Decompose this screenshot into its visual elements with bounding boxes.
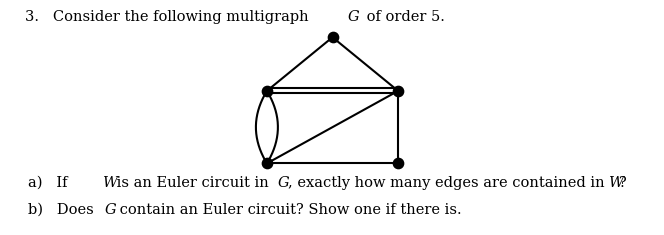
Point	[262, 89, 272, 93]
Point	[327, 35, 338, 39]
Point	[393, 161, 404, 165]
Text: is an Euler circuit in: is an Euler circuit in	[112, 176, 274, 190]
Text: G: G	[105, 203, 117, 217]
Text: 3.   Consider the following multigraph: 3. Consider the following multigraph	[25, 10, 313, 24]
Text: W: W	[102, 176, 117, 190]
Text: contain an Euler circuit? Show one if there is.: contain an Euler circuit? Show one if th…	[115, 203, 461, 217]
Point	[262, 161, 272, 165]
Text: , exactly how many edges are contained in: , exactly how many edges are contained i…	[288, 176, 610, 190]
Text: G: G	[278, 176, 290, 190]
Text: G: G	[348, 10, 360, 24]
Text: a)   If: a) If	[28, 176, 72, 190]
Text: of order 5.: of order 5.	[362, 10, 445, 24]
Text: ?: ?	[618, 176, 625, 190]
Text: W: W	[608, 176, 623, 190]
Text: b)   Does: b) Does	[28, 203, 98, 217]
Point	[393, 89, 404, 93]
